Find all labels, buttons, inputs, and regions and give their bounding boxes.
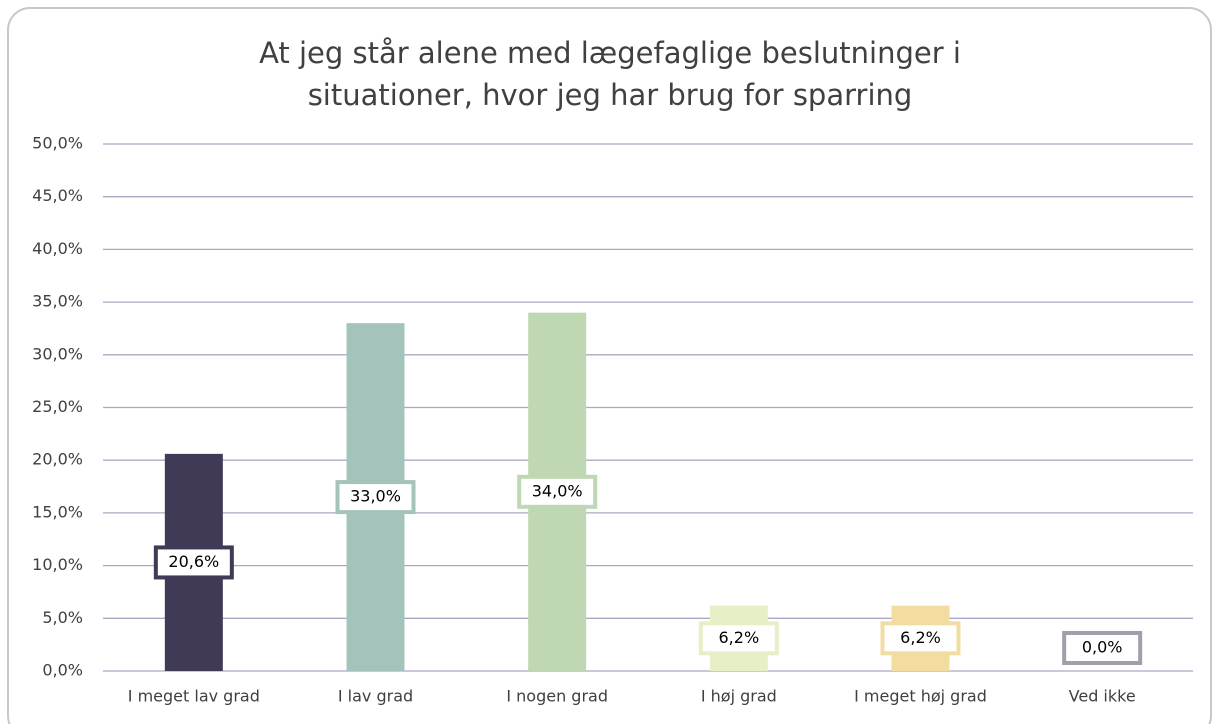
data-label: 33,0%	[350, 487, 401, 506]
data-label: 6,2%	[900, 628, 941, 647]
y-tick-label: 20,0%	[32, 450, 83, 469]
x-tick-label: I meget høj grad	[854, 687, 987, 706]
y-tick-label: 30,0%	[32, 344, 83, 363]
y-tick-label: 45,0%	[32, 186, 83, 205]
y-tick-label: 25,0%	[32, 397, 83, 416]
y-tick-label: 35,0%	[32, 292, 83, 311]
chart-border	[7, 7, 1212, 728]
y-tick-label: 10,0%	[32, 555, 83, 574]
y-tick-label: 0,0%	[42, 661, 83, 680]
data-label-box	[1062, 631, 1143, 665]
y-tick-label: 40,0%	[32, 239, 83, 258]
x-tick-label: Ved ikke	[1069, 687, 1136, 706]
data-label-box	[335, 480, 416, 515]
data-label-box	[880, 621, 961, 656]
x-tick-label: I høj grad	[701, 687, 777, 706]
data-label-box	[517, 474, 598, 509]
y-tick-label: 15,0%	[32, 502, 83, 521]
chart-title: At jeg står alene med lægefaglige beslut…	[259, 36, 961, 70]
x-tick-label: I meget lav grad	[128, 687, 260, 706]
x-tick-label: I lav grad	[338, 687, 413, 706]
chart-title: situationer, hvor jeg har brug for sparr…	[308, 78, 913, 112]
data-label: 20,6%	[168, 552, 219, 571]
y-tick-label: 50,0%	[32, 134, 83, 153]
data-label: 6,2%	[719, 628, 760, 647]
y-tick-label: 5,0%	[42, 608, 83, 627]
data-label-box	[153, 545, 234, 580]
x-tick-label: I nogen grad	[506, 687, 608, 706]
data-label: 34,0%	[532, 481, 583, 500]
data-label-box	[698, 621, 779, 656]
data-label: 0,0%	[1082, 638, 1123, 657]
